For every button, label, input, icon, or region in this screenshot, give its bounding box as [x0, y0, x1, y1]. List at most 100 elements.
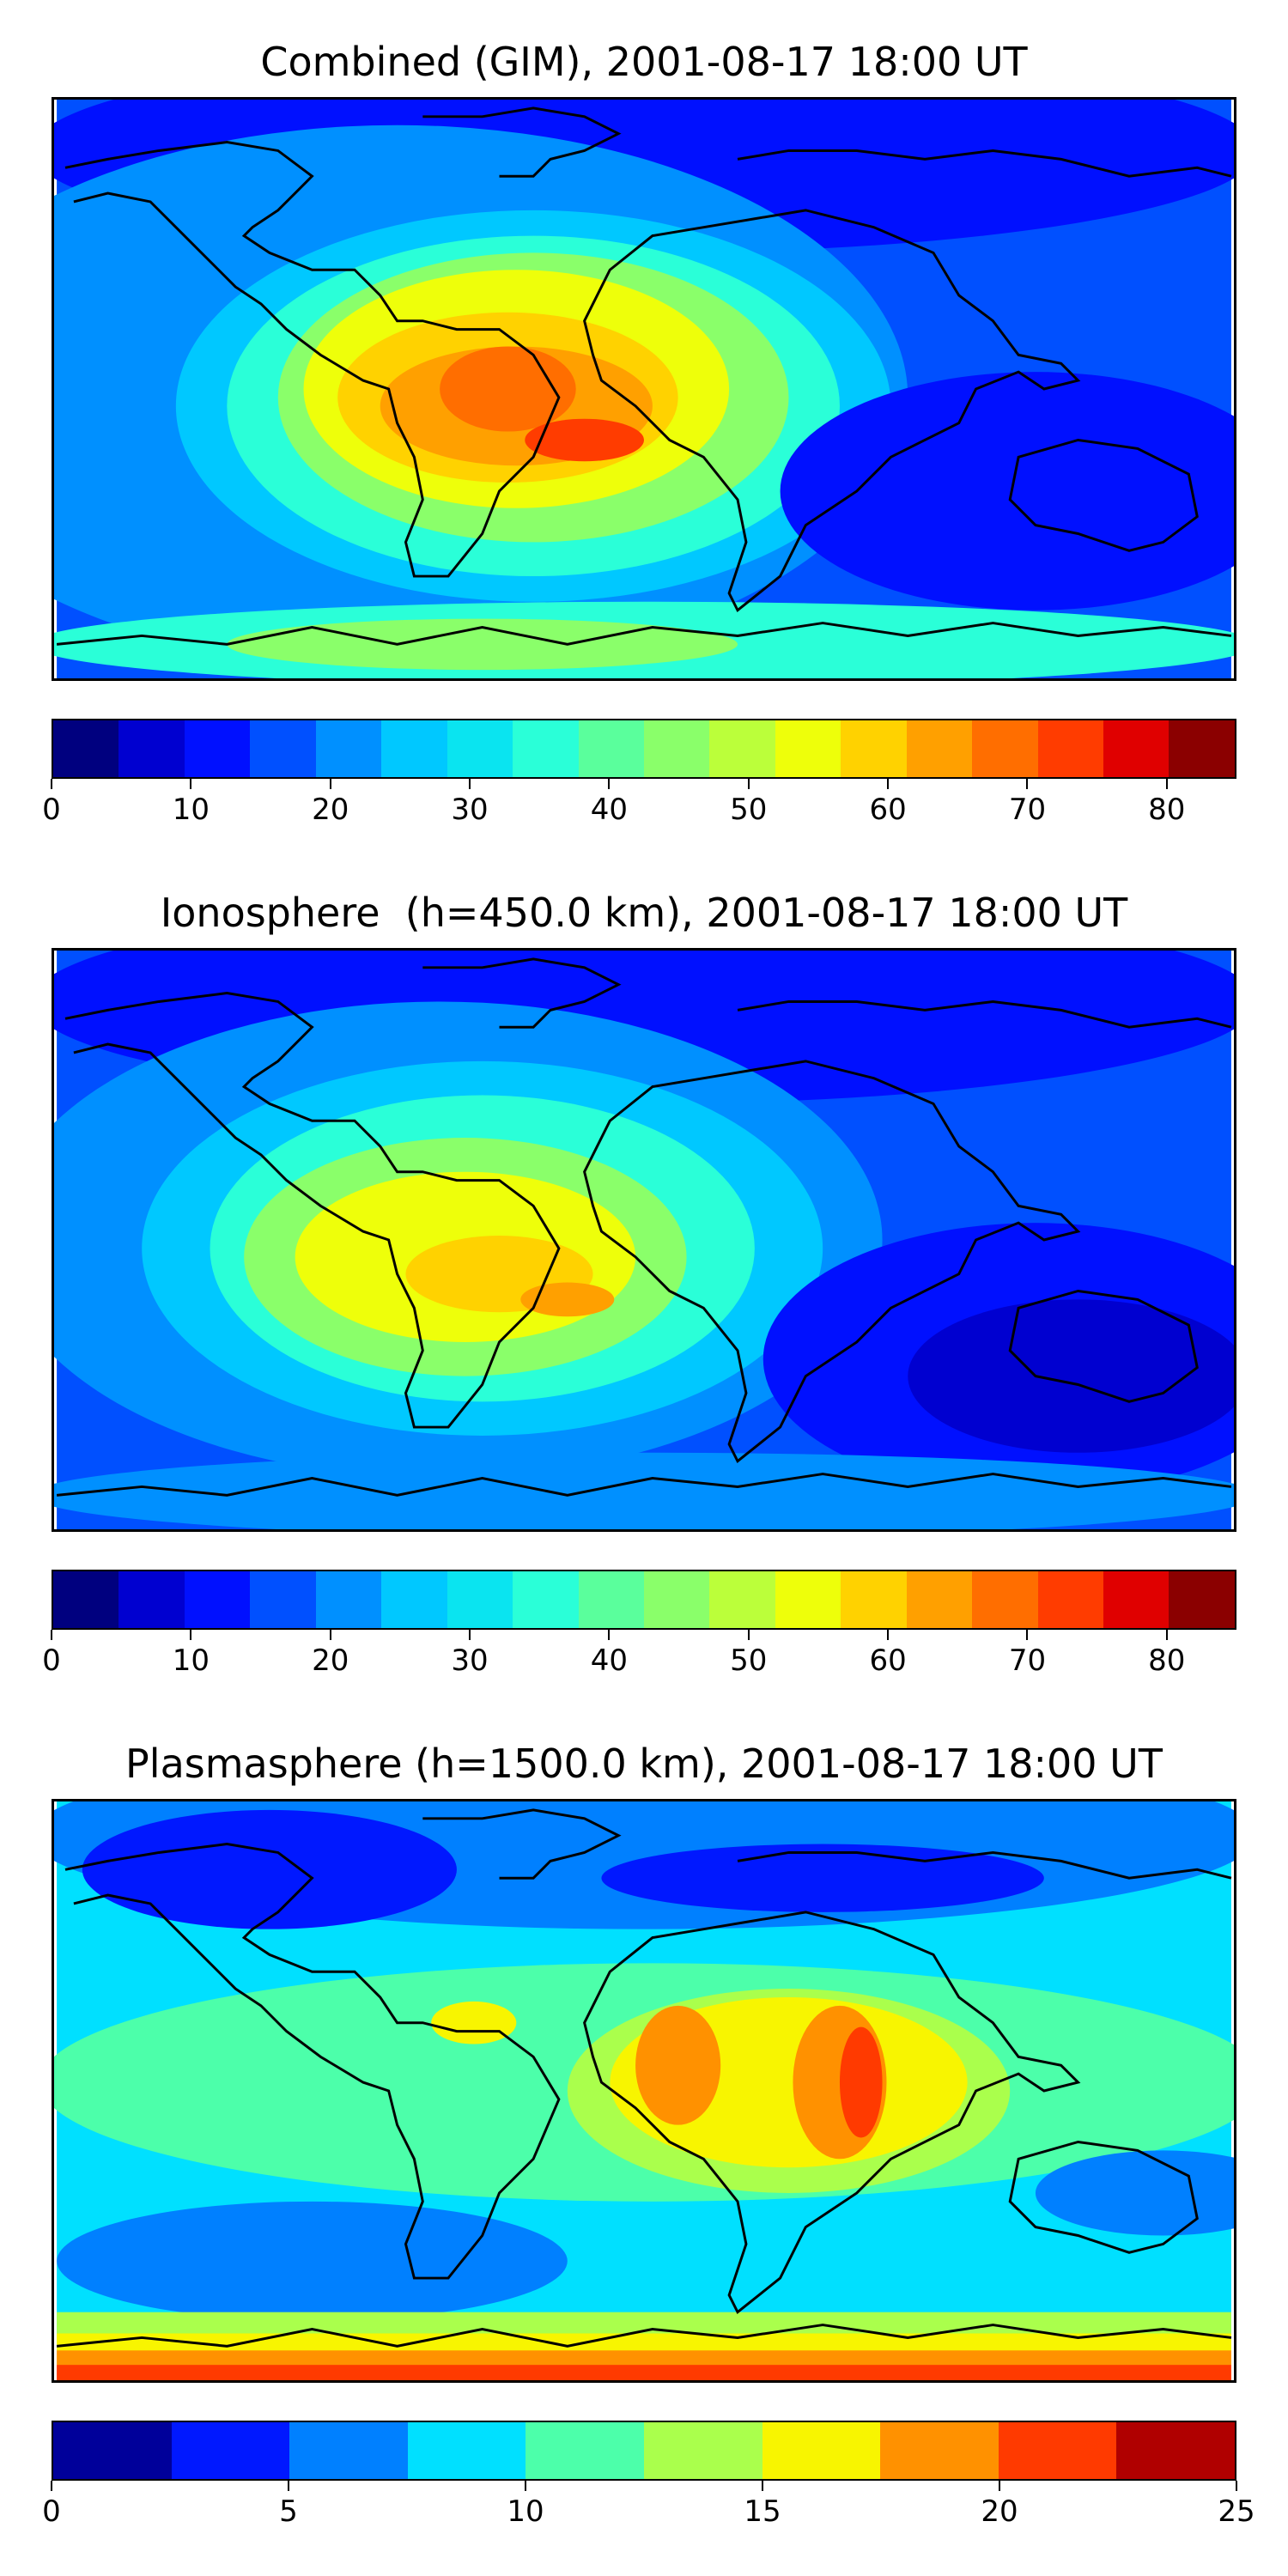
colorbar-tick-mark: [469, 779, 471, 789]
colorbar-segment: [1037, 1571, 1103, 1628]
colorbar-tick-mark: [51, 1630, 52, 1640]
colorbar-tick-label: 20: [312, 793, 349, 827]
colorbar-segment: [1103, 720, 1170, 777]
colorbar-tick-mark: [190, 1630, 192, 1640]
colorbar-tick-mark: [747, 1630, 750, 1640]
coastline: [56, 957, 1232, 1497]
colorbar-segment: [315, 1571, 382, 1628]
colorbar-segment: [447, 1571, 513, 1628]
colorbar-tick-mark: [762, 2481, 763, 2491]
colorbar-segment: [171, 2422, 290, 2479]
colorbar-tick-label: 0: [42, 1643, 61, 1678]
colorbar-segment: [762, 2422, 881, 2479]
contour-band: [227, 618, 738, 671]
colorbar-tick-label: 10: [507, 2494, 544, 2529]
colorbar-segment: [289, 2422, 408, 2479]
colorbar-segment: [1169, 720, 1235, 777]
contour-band: [54, 1452, 1234, 1529]
colorbar-tick-label: 0: [42, 2494, 61, 2529]
colorbar-segment: [53, 720, 119, 777]
colorbar-segment: [526, 2422, 644, 2479]
colorbar-ticks-ionosphere: 0 10 20 30 40 50 60 70 80: [42, 1630, 1236, 1681]
colorbar-tick-label: 40: [590, 793, 629, 827]
colorbar-segment: [250, 720, 316, 777]
colorbar-segment: [53, 1571, 119, 1628]
colorbar-segment: [184, 1571, 251, 1628]
map-ionosphere: [52, 948, 1236, 1532]
colorbar-segment: [407, 2422, 526, 2479]
colorbar-segment: [709, 720, 775, 777]
colorbar-segment: [775, 720, 841, 777]
colorbar-tick-mark: [525, 2481, 526, 2491]
colorbar-tick-mark: [747, 779, 750, 789]
colorbar-tick-label: 20: [312, 1643, 349, 1678]
colorbar-tick-mark: [329, 1630, 331, 1640]
colorbar-segment: [643, 1571, 710, 1628]
colorbar-segment: [250, 1571, 316, 1628]
colorbar-combined: [52, 719, 1236, 779]
map-combined: [52, 97, 1236, 681]
colorbar-tick-label: 5: [279, 2494, 298, 2529]
colorbar-segment: [972, 720, 1038, 777]
contour-band: [839, 2026, 883, 2138]
colorbar-tick-mark: [51, 2481, 52, 2491]
colorbar-segment: [1103, 1571, 1170, 1628]
colorbar-tick-label: 20: [981, 2494, 1018, 2529]
colorbar-tick-label: 10: [172, 793, 210, 827]
panel-title-plasmasphere: Plasmasphere (h=1500.0 km), 2001-08-17 1…: [125, 1741, 1163, 1787]
colorbar-tick-mark: [469, 1630, 471, 1640]
map-plasmasphere-svg: [54, 1801, 1234, 2380]
contour-band: [908, 1299, 1234, 1453]
colorbar-segment: [513, 1571, 579, 1628]
contour-band: [525, 418, 644, 462]
colorbar-segment: [906, 1571, 973, 1628]
contour-band: [431, 2001, 517, 2044]
colorbar-segment: [315, 720, 382, 777]
colorbar-segment: [53, 2422, 172, 2479]
colorbar-segment: [1169, 1571, 1235, 1628]
colorbar-tick-mark: [1165, 779, 1168, 789]
colorbar-tick-label: 60: [869, 1643, 907, 1678]
colorbar-segment: [184, 720, 251, 777]
colorbar-segment: [578, 1571, 644, 1628]
contour-band: [57, 2201, 568, 2321]
colorbar-tick-mark: [1236, 2481, 1237, 2491]
colorbar-segment: [841, 1571, 907, 1628]
colorbar-tick-mark: [1026, 779, 1029, 789]
contour-band: [520, 1282, 615, 1317]
colorbar-plasmasphere: [52, 2421, 1236, 2481]
colorbar-segment: [1037, 720, 1103, 777]
colorbar-ionosphere: [52, 1570, 1236, 1630]
colorbar-tick-label: 0: [42, 793, 61, 827]
contour-band: [57, 2365, 1231, 2380]
colorbar-tick-mark: [1026, 1630, 1029, 1640]
colorbar-ticks-plasmasphere: 0 5 10 15 20 25: [42, 2481, 1255, 2532]
colorbar-tick-mark: [288, 2481, 289, 2491]
colorbar-ticks-combined: 0 10 20 30 40 50 60 70 80: [42, 779, 1236, 830]
colorbar-tick-label: 70: [1008, 1643, 1047, 1678]
colorbar-tick-label: 15: [744, 2494, 781, 2529]
colorbar-tick-mark: [608, 1630, 611, 1640]
colorbar-segment: [880, 2422, 999, 2479]
colorbar-tick-label: 30: [451, 793, 489, 827]
colorbar-tick-mark: [608, 779, 611, 789]
colorbar-segment: [972, 1571, 1038, 1628]
colorbar-segment: [643, 720, 710, 777]
colorbar-tick-label: 50: [730, 793, 768, 827]
colorbar-segment: [118, 720, 185, 777]
colorbar-tick-mark: [1165, 1630, 1168, 1640]
colorbar-tick-label: 80: [1148, 793, 1186, 827]
colorbar-segment: [998, 2422, 1117, 2479]
colorbar-segment: [381, 720, 447, 777]
map-plasmasphere: [52, 1799, 1236, 2383]
colorbar-segment: [513, 720, 579, 777]
colorbar-segment: [118, 1571, 185, 1628]
colorbar-segment: [775, 1571, 841, 1628]
colorbar-segment: [841, 720, 907, 777]
colorbar-segment: [643, 2422, 762, 2479]
map-ionosphere-svg: [54, 951, 1234, 1529]
colorbar-tick-mark: [887, 779, 890, 789]
colorbar-segment: [578, 720, 644, 777]
coastline: [56, 1808, 1232, 2348]
colorbar-segment: [906, 720, 973, 777]
